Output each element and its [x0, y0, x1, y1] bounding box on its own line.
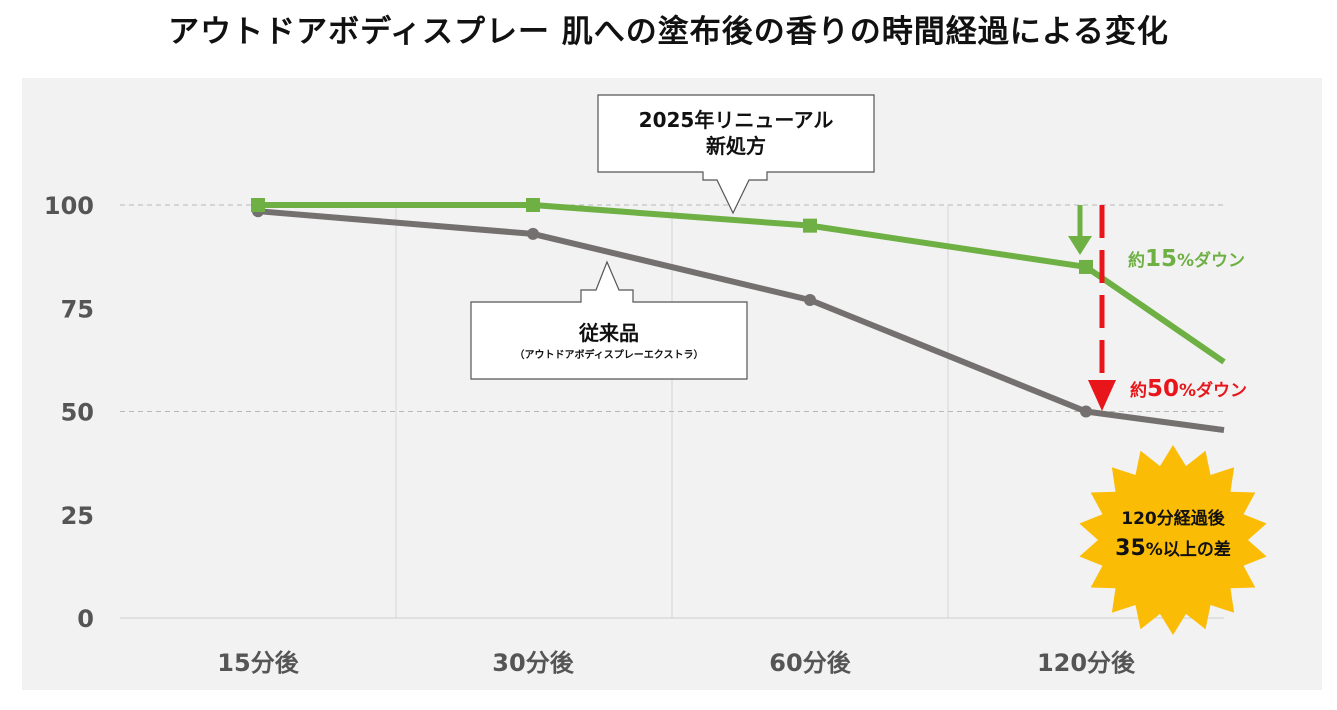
series-old-product-point: [804, 293, 816, 306]
x-tick-label: 60分後: [769, 649, 851, 677]
series-old-product-point: [527, 227, 539, 240]
y-axis-ticks: 0 25 50 75 100: [44, 192, 94, 633]
series-new-formula-point: [251, 198, 265, 212]
callout-new-formula-line2: 新処方: [706, 134, 766, 158]
callout-old-product-box: [470, 260, 748, 380]
burst-line1: 120分経過後: [1121, 508, 1225, 529]
y-tick-label: 25: [61, 502, 94, 530]
series-new-formula-point: [803, 218, 817, 233]
callout-old-product-line1: 従来品: [578, 321, 639, 345]
callout-old-product-line2: （アウトドアボディスプレーエクストラ）: [515, 348, 704, 361]
y-tick-label: 0: [77, 605, 94, 633]
green-drop-label: 約15%ダウン: [1128, 246, 1245, 272]
burst-line2: 35%以上の差: [1115, 536, 1231, 561]
y-tick-label: 100: [44, 192, 94, 220]
x-axis-ticks: 15分後 30分後 60分後 120分後: [217, 649, 1136, 677]
difference-burst-badge: 120分経過後 35%以上の差: [1079, 445, 1267, 635]
x-tick-label: 15分後: [217, 649, 299, 677]
series-new-formula-point: [1079, 259, 1093, 274]
callout-new-formula-line1: 2025年リニューアル: [639, 108, 834, 132]
x-tick-label: 120分後: [1037, 649, 1136, 677]
burst-shape: [1079, 445, 1267, 635]
red-drop-arrow: [1088, 205, 1116, 411]
callout-old-product: 従来品 （アウトドアボディスプレーエクストラ）: [470, 260, 748, 380]
page-title: アウトドアボディスプレー 肌への塗布後の香りの時間経過による変化: [168, 14, 1169, 50]
series-new-formula-point: [526, 198, 540, 212]
callout-new-formula: 2025年リニューアル 新処方: [597, 94, 875, 215]
callout-new-formula-box: [597, 94, 875, 215]
green-drop-arrow: [1068, 205, 1092, 255]
y-tick-label: 75: [61, 295, 94, 323]
series-old-product-point: [1080, 405, 1092, 418]
red-drop-label: 約50%ダウン: [1130, 376, 1247, 402]
series-layer: [251, 198, 1226, 434]
y-tick-label: 50: [61, 399, 94, 427]
x-tick-label: 30分後: [492, 649, 574, 677]
